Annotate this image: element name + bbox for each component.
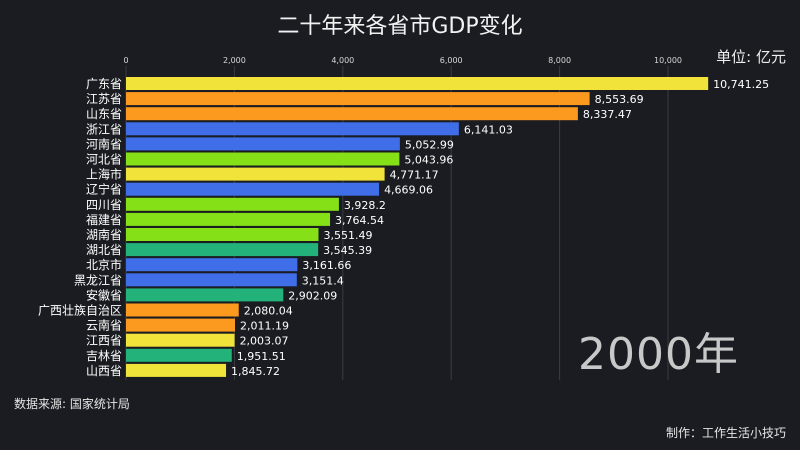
category-label: 江西省: [86, 334, 122, 348]
category-label: 北京市: [86, 257, 122, 272]
category-label: 江苏省: [86, 92, 122, 106]
value-label: 6,141.03: [464, 123, 513, 136]
credit-label: 制作：工作生活小技巧: [665, 426, 786, 440]
category-label: 四川省: [86, 198, 122, 212]
category-label: 辽宁省: [86, 182, 122, 197]
bar: [126, 303, 239, 317]
value-label: 5,043.96: [404, 154, 453, 167]
x-tick-label: 0: [123, 56, 128, 65]
value-label: 3,545.39: [323, 244, 372, 257]
value-label: 8,337.47: [583, 108, 632, 121]
bar: [126, 197, 339, 211]
x-tick-label: 8,000: [548, 56, 571, 65]
bar: [126, 182, 380, 196]
year-label: 2000年: [578, 329, 739, 380]
value-label: 8,553.69: [595, 93, 644, 106]
bar: [126, 107, 578, 121]
bar: [126, 333, 235, 347]
x-tick-label: 4,000: [331, 56, 354, 65]
bar: [126, 122, 459, 136]
value-label: 2,902.09: [288, 289, 337, 302]
value-label: 5,052.99: [405, 138, 454, 151]
chart-title: 二十年来各省市GDP变化: [277, 14, 523, 39]
bar: [126, 258, 298, 272]
bar: [126, 273, 297, 287]
value-label: 2,003.07: [240, 335, 289, 348]
category-label: 河北省: [86, 153, 122, 167]
x-tick-label: 10,000: [654, 56, 682, 65]
bars: 广东省 10,741.25 江苏省 8,553.69 山东省 8,337.47 浙江省 6,1…: [38, 77, 769, 378]
value-label: 4,771.17: [390, 169, 439, 182]
value-label: 4,669.06: [384, 184, 433, 197]
category-label: 河南省: [86, 136, 122, 151]
category-label: 云南省: [86, 318, 122, 333]
value-label: 2,080.04: [244, 305, 293, 318]
bar: [126, 243, 319, 257]
value-label: 10,741.25: [713, 78, 769, 91]
bar: [126, 92, 590, 106]
value-label: 2,011.19: [240, 320, 289, 333]
category-label: 福建省: [86, 212, 122, 227]
bar: [126, 318, 236, 332]
bar: [126, 152, 400, 166]
category-label: 广东省: [86, 77, 122, 91]
bar: [126, 77, 709, 90]
category-label: 安徽省: [86, 287, 122, 302]
data-source: 数据来源: 国家统计局: [14, 397, 130, 411]
category-label: 山东省: [86, 107, 122, 121]
category-label: 湖南省: [86, 227, 122, 242]
value-label: 3,551.49: [323, 229, 372, 242]
value-label: 3,928.2: [344, 199, 386, 212]
bar: [126, 288, 284, 302]
category-label: 湖北省: [86, 242, 122, 257]
value-label: 3,151.4: [302, 274, 344, 287]
bar: [126, 212, 331, 226]
x-tick-label: 6,000: [440, 56, 463, 65]
value-label: 1,845.72: [231, 365, 280, 378]
x-axis-ticks: 0 2,000 4,000 6,000 8,000 10,000: [123, 56, 682, 65]
bar: [126, 167, 385, 181]
category-label: 广西壮族自治区: [38, 304, 122, 318]
bar: [126, 348, 232, 362]
value-label: 3,161.66: [302, 259, 351, 272]
x-tick-label: 2,000: [223, 56, 246, 65]
category-label: 浙江省: [86, 122, 122, 136]
category-label: 山西省: [86, 364, 122, 378]
category-label: 吉林省: [86, 349, 122, 363]
bar: [126, 137, 400, 151]
category-label: 上海市: [86, 167, 122, 182]
bar: [126, 228, 319, 241]
unit-label: 单位: 亿元: [716, 48, 786, 66]
value-label: 1,951.51: [237, 350, 286, 363]
category-label: 黑龙江省: [74, 273, 122, 287]
bar: [126, 363, 227, 377]
value-label: 3,764.54: [335, 214, 384, 227]
